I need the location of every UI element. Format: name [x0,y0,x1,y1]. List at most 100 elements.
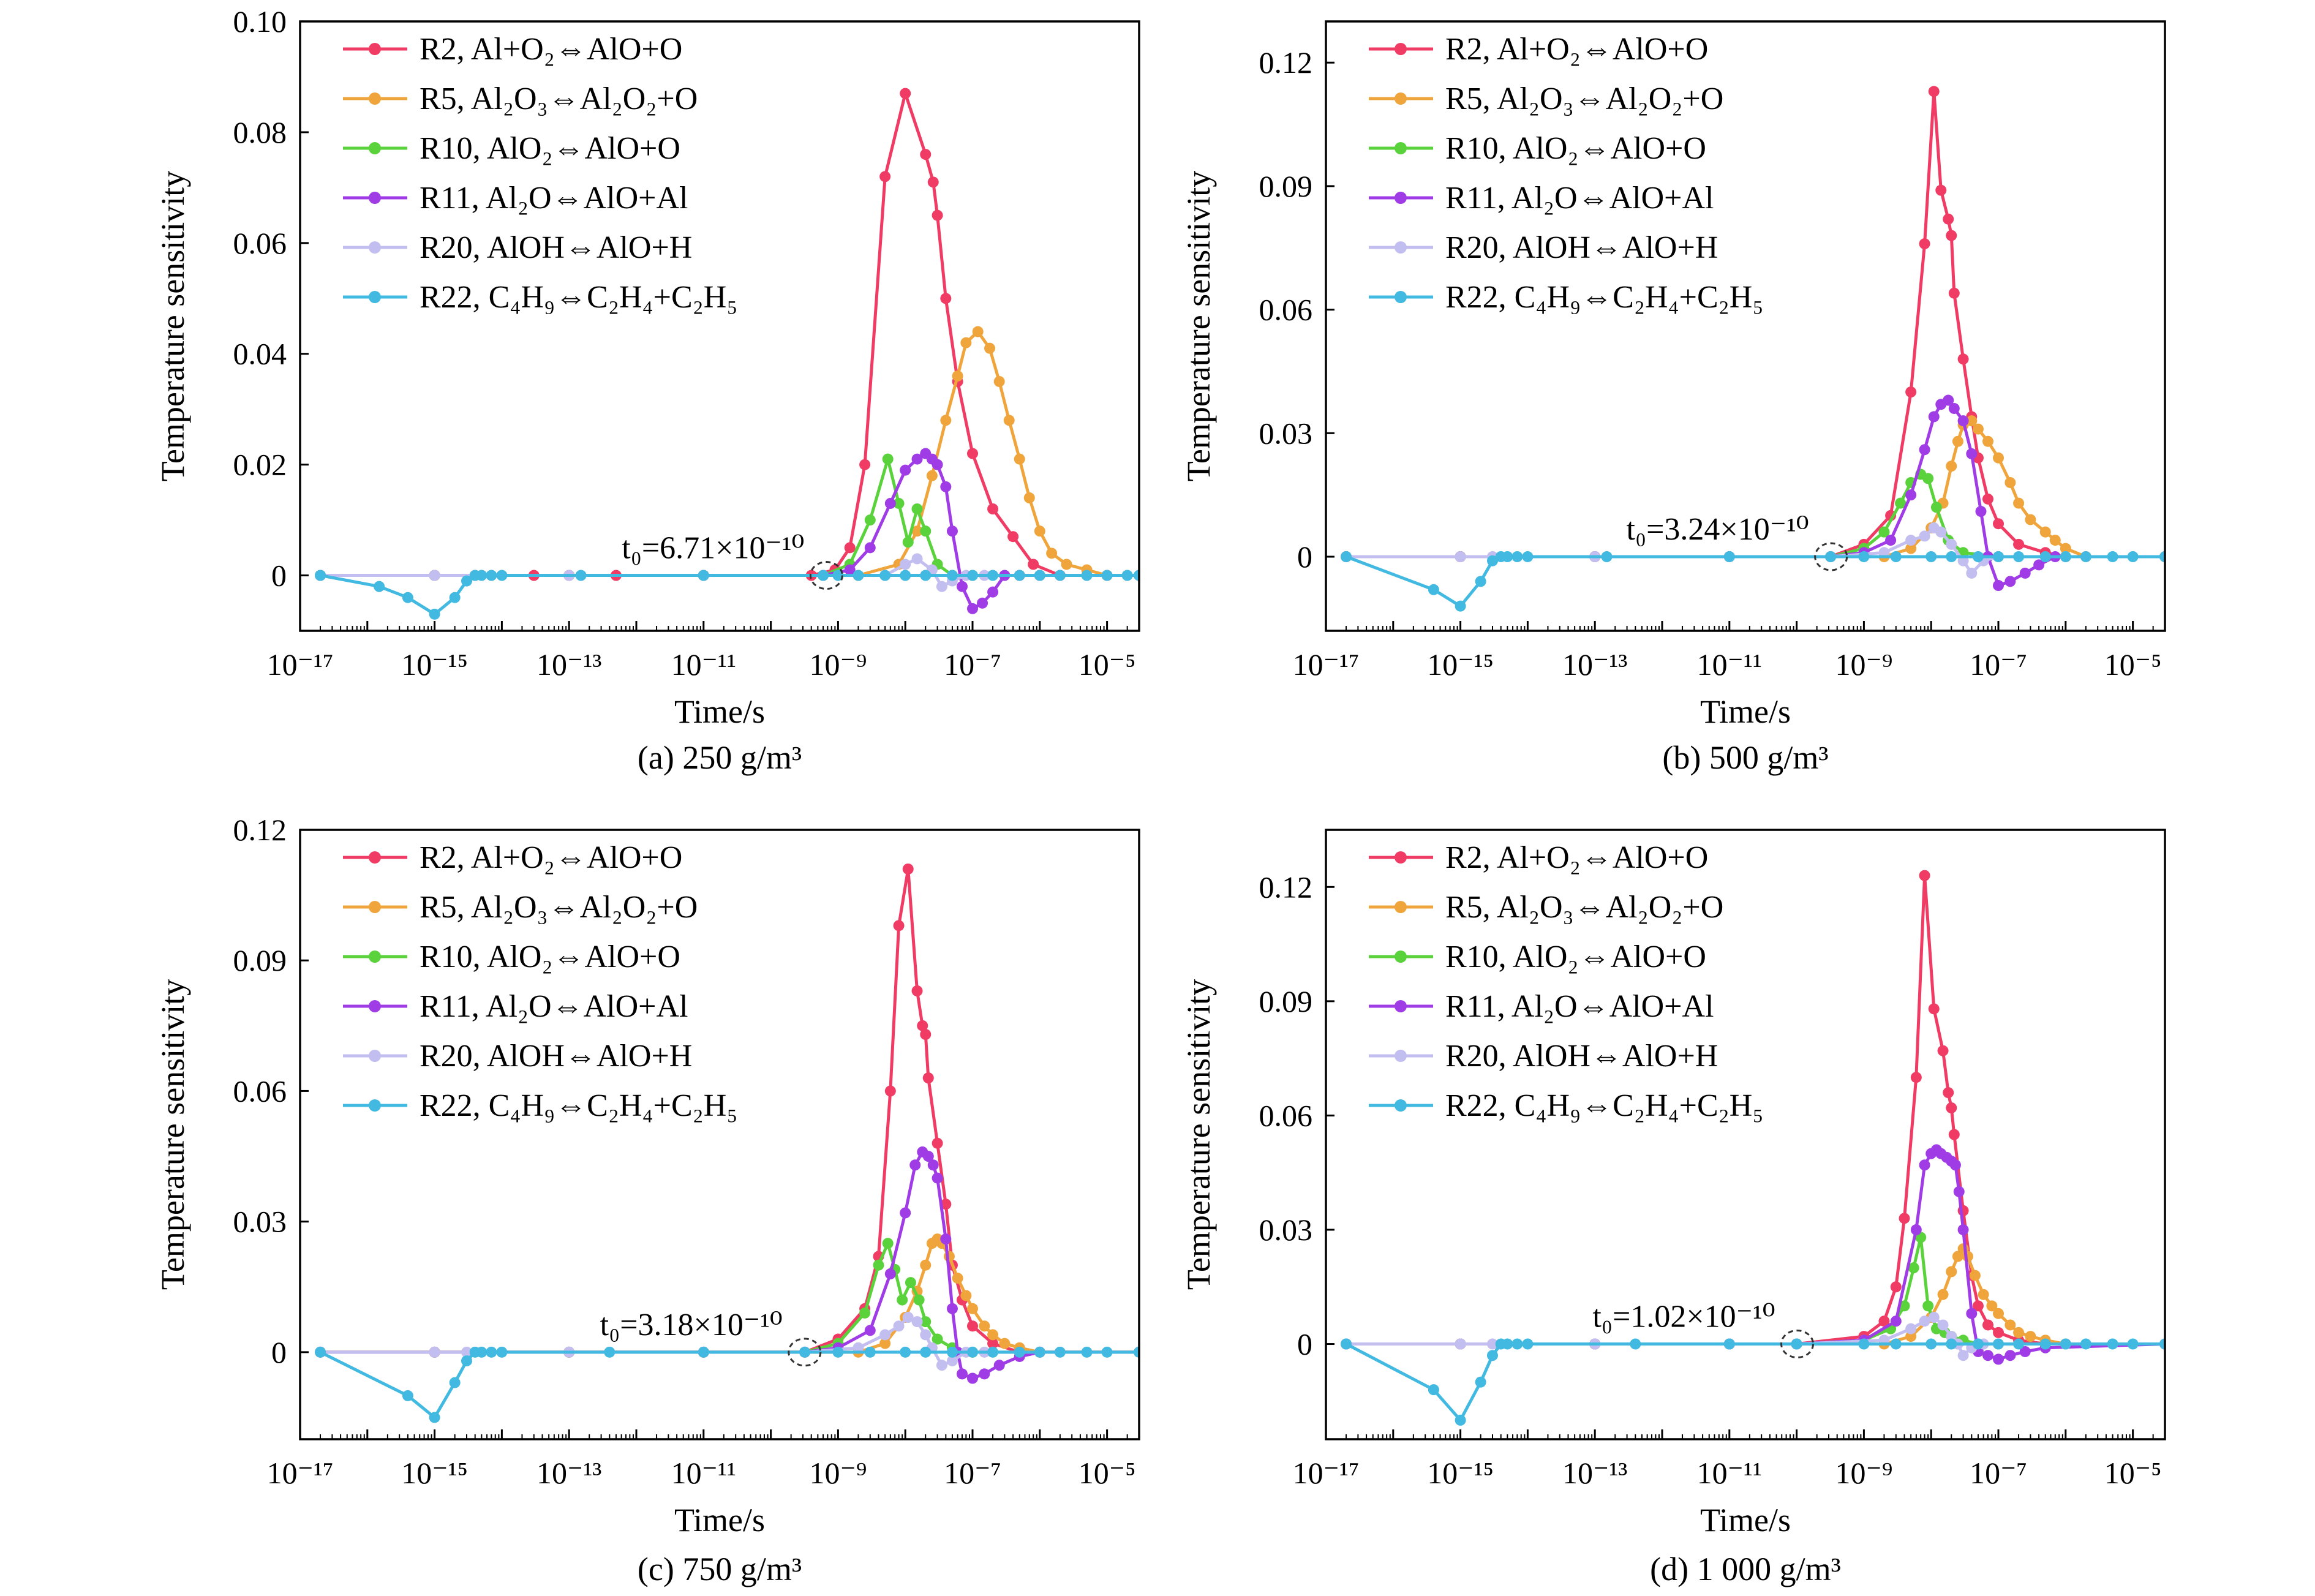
legend-entry-R5: R5, Al₂O₃⇔Al₂O₂+O [420,890,698,925]
data-point-R22 [946,570,958,581]
legend-marker-R22 [369,1099,381,1112]
data-point-R22 [1522,1338,1534,1350]
legend-entry-R22: R22, C₄H₉⇔C₂H₄+C₂H₅ [1445,1088,1764,1123]
data-point-R22 [315,1346,326,1358]
y-tick-label: 0.06 [233,1074,287,1108]
data-point-R10 [902,536,914,548]
data-point-R22 [1723,551,1735,562]
data-point-R11 [940,1233,952,1245]
y-tick-label: 0.12 [1259,870,1313,904]
data-point-R2 [1928,1003,1940,1015]
data-point-R10 [1922,1300,1934,1312]
data-point-R11 [1982,1350,1994,1361]
legend-entry-R2: R2, Al+O₂⇔AlO+O [420,840,682,875]
data-point-R22 [1825,551,1837,562]
x-tick-label: 10⁻¹⁵ [401,647,468,682]
x-tick-label: 10⁻⁷ [1970,647,2027,682]
legend-entry-R10: R10, AlO₂⇔AlO+O [420,131,680,166]
data-point-R20 [900,559,911,570]
annotation-label: t₀=1.02×10⁻¹⁰ [1592,1300,1775,1334]
data-point-R22 [967,570,979,581]
data-point-R22 [1134,1346,1139,1358]
data-point-R20 [1905,1323,1917,1334]
legend-marker-R5 [369,901,381,913]
legend-entry-R22: R22, C₄H₉⇔C₂H₄+C₂H₅ [1445,280,1764,315]
data-point-R11 [932,459,943,470]
data-point-R11 [987,586,999,598]
data-point-R5 [960,337,972,348]
data-point-R10 [1930,502,1942,513]
data-point-R11 [1966,1308,1978,1319]
legend-marker-R5 [1395,92,1407,105]
data-point-R2 [940,1199,952,1210]
x-tick-label: 10⁻⁵ [1078,647,1136,682]
x-axis-label: Time/s [1700,1502,1791,1538]
data-point-R22 [1455,1414,1466,1426]
data-point-R22 [486,1346,497,1358]
data-point-R22 [1791,1338,1802,1350]
data-point-R10 [864,514,876,526]
data-point-R2 [1957,353,1969,365]
data-point-R5 [1937,1289,1949,1300]
data-point-R2 [1007,531,1019,543]
x-tick-label: 10⁻¹¹ [1697,647,1762,682]
data-point-R20 [461,1346,472,1358]
legend-entry-R20: R20, AlOH⇔AlO+H [1445,1039,1718,1074]
data-point-R22 [2107,551,2118,562]
data-point-R11 [911,453,923,465]
legend-entry-R5: R5, Al₂O₃⇔Al₂O₂+O [1445,890,1723,925]
data-point-R20 [920,1329,932,1341]
data-point-R20 [946,1355,958,1367]
data-point-R22 [946,1346,958,1358]
data-point-R22 [476,570,487,581]
data-point-R2 [2013,538,2025,550]
data-point-R5 [1978,1289,1989,1300]
y-tick-label: 0 [271,1335,287,1369]
data-point-R5 [1972,423,1984,435]
y-tick-label: 0.08 [233,115,287,149]
data-point-R22 [2060,551,2071,562]
data-point-R11 [1890,1316,1902,1327]
y-tick-label: 0.04 [233,337,287,371]
data-point-R5 [993,375,1005,387]
data-point-R20 [1957,1350,1969,1361]
data-point-R5 [1046,548,1058,559]
data-point-R11 [1993,580,2004,592]
data-point-R11 [900,1207,911,1219]
legend-marker-R11 [369,192,381,204]
data-point-R22 [2013,1338,2025,1350]
data-point-R22 [967,1346,979,1358]
data-point-R2 [879,171,891,183]
legend-marker-R2 [1395,851,1407,864]
data-point-R2 [1937,1045,1949,1056]
data-point-R11 [1885,535,1897,546]
data-point-R22 [1054,1346,1066,1358]
data-point-R22 [1630,1338,1641,1350]
panel-caption: (a) 250 g/m³ [638,739,802,776]
x-tick-label: 10⁻¹⁷ [1293,1456,1360,1490]
data-point-R11 [864,542,876,554]
data-point-R22 [1925,551,1937,562]
data-point-R11 [1993,1353,2004,1365]
data-point-R11 [1948,402,1960,414]
data-point-R5 [999,1338,1011,1349]
data-point-R11 [884,1268,896,1279]
data-point-R11 [2004,576,2016,587]
data-point-R20 [429,1346,440,1358]
x-tick-label: 10⁻¹³ [1562,1456,1627,1490]
x-tick-label: 10⁻¹³ [1562,647,1627,682]
legend-entry-R5: R5, Al₂O₃⇔Al₂O₂+O [420,81,698,116]
data-point-R20 [1919,1316,1930,1327]
data-point-R10 [882,1238,894,1249]
data-point-R22 [461,1355,472,1367]
legend-entry-R10: R10, AlO₂⇔AlO+O [420,939,680,974]
series-group [315,88,1139,620]
series-group [315,863,1139,1423]
legend-entry-R22: R22, C₄H₉⇔C₂H₄+C₂H₅ [420,1088,738,1123]
data-point-R22 [429,608,440,620]
y-tick-label: 0.12 [1259,45,1313,80]
data-point-R11 [957,581,968,592]
data-point-R5 [1014,453,1025,465]
y-tick-label: 0.10 [233,4,287,39]
data-point-R5 [2049,535,2061,546]
